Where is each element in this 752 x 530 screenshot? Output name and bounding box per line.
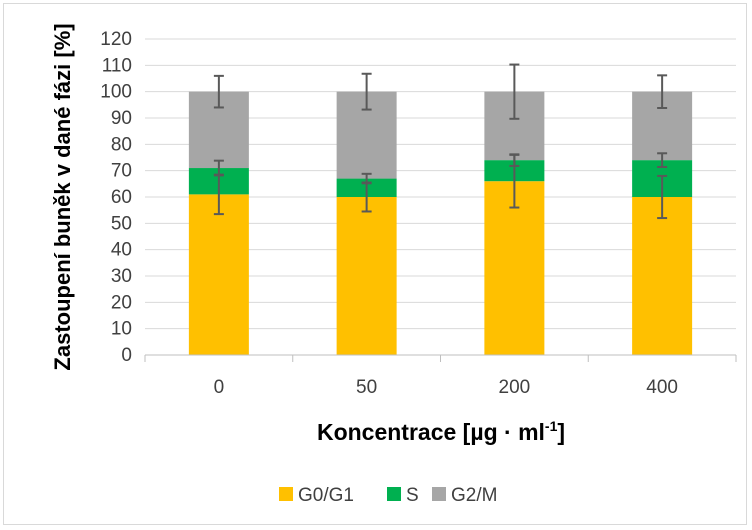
- y-axis-title: Zastoupení buněk v dané fázi [%]: [50, 23, 75, 370]
- error-bar: [657, 74, 668, 109]
- y-tick-label: 30: [111, 266, 132, 287]
- y-tick-label: 0: [121, 345, 132, 366]
- error-bar: [509, 153, 520, 167]
- x-tick-label: 50: [356, 377, 377, 398]
- error-bar: [213, 74, 224, 109]
- y-tick-label: 70: [111, 161, 132, 182]
- x-tick-label: 400: [646, 377, 678, 398]
- y-tick-label: 60: [111, 187, 132, 208]
- bar-g0-g1: [484, 181, 545, 355]
- y-tick-label: 110: [102, 55, 132, 76]
- y-tick-label: 10: [111, 319, 132, 340]
- legend-swatch: [387, 487, 401, 501]
- error-bar: [361, 172, 372, 185]
- y-tick-label: 40: [111, 240, 132, 261]
- error-bar: [361, 72, 372, 111]
- bar-g0-g1: [632, 197, 693, 355]
- legend-label: G2/M: [451, 485, 497, 506]
- x-tick-label: 200: [499, 377, 531, 398]
- legend-label: G0/G1: [298, 485, 354, 506]
- error-bar: [657, 174, 668, 220]
- legend-swatch: [279, 487, 293, 501]
- error-bar: [657, 152, 668, 168]
- error-bar: [213, 159, 224, 177]
- y-tick-label: 20: [111, 292, 132, 313]
- x-tick-label: 0: [214, 377, 225, 398]
- y-tick-label: 100: [100, 82, 132, 103]
- bar-g0-g1: [336, 197, 397, 355]
- y-tick-label: 50: [111, 213, 132, 234]
- legend-label: S: [406, 485, 419, 506]
- y-tick-label: 120: [100, 29, 132, 50]
- legend-swatch: [432, 487, 446, 501]
- y-tick-label: 90: [111, 108, 132, 129]
- x-axis-title: Koncentrace [µg · ml-1]: [317, 418, 565, 445]
- y-tick-label: 80: [111, 134, 132, 155]
- error-bar: [509, 63, 520, 120]
- bar-g0-g1: [188, 194, 249, 355]
